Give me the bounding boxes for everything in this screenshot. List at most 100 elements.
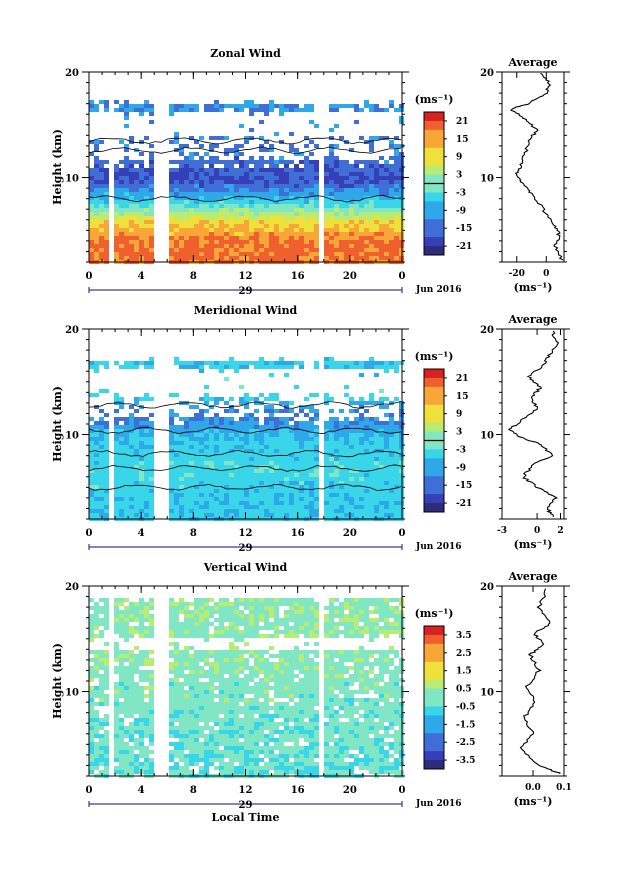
x-tick-label: 8 — [190, 271, 197, 282]
colorbar-segment — [424, 422, 444, 433]
x-tick-label: 8 — [190, 785, 197, 796]
x-tick-label: 20 — [343, 785, 357, 796]
colorbar-tick-label: -15 — [456, 224, 472, 234]
colorbar-tick-label: 3 — [456, 171, 462, 181]
profile-title: Average — [507, 56, 557, 69]
colorbar-tick-label: 3 — [456, 428, 462, 438]
colorbar-segment — [424, 688, 444, 698]
colorbar-tick-label: 15 — [456, 135, 469, 145]
colorbar-tick-label: 9 — [456, 153, 462, 163]
colorbar-segment — [424, 210, 444, 220]
x-tick-label: 8 — [190, 528, 197, 539]
profile-x-tick-label: 2 — [557, 526, 563, 536]
colorbar-segment — [424, 458, 444, 468]
colorbar-tick-label: 9 — [456, 410, 462, 420]
profile-x-tick-label: 0.0 — [525, 783, 541, 793]
colorbar-segment — [424, 670, 444, 681]
colorbar-tick-label: 0.5 — [456, 685, 472, 695]
profile-y-tick-label: 20 — [480, 68, 494, 79]
colorbar-segment — [424, 706, 444, 716]
contour-line — [88, 464, 402, 472]
colorbar-segment — [424, 120, 444, 131]
contour-line — [88, 194, 402, 203]
colorbar-tick-label: -15 — [456, 481, 472, 491]
colorbar-segment — [424, 147, 444, 158]
profile-y-tick-label: 10 — [480, 688, 494, 699]
colorbar-segment — [424, 724, 444, 734]
profile-x-tick-label: 0 — [534, 526, 540, 536]
date-label: Jun 2016 — [415, 799, 462, 809]
colorbar-tick-label: 21 — [456, 374, 469, 384]
x-tick-label: 16 — [291, 785, 305, 796]
colorbar-tick-label: -9 — [456, 463, 466, 473]
x-tick-label: 0 — [86, 271, 93, 282]
x-tick-label: 12 — [239, 785, 253, 796]
colorbar-segment — [424, 697, 444, 707]
profile-y-tick-label: 10 — [480, 431, 494, 442]
colorbar-unit: (ms⁻¹) — [415, 607, 454, 620]
profile-x-label: (ms⁻¹) — [514, 795, 553, 808]
colorbar-segment — [424, 404, 444, 415]
x-tick-label: 0 — [86, 528, 93, 539]
colorbar-tick-label: -0.5 — [456, 702, 475, 712]
colorbar-segment — [424, 183, 444, 193]
x-tick-label: 20 — [343, 528, 357, 539]
x-tick-label: 20 — [343, 271, 357, 282]
date-mark: 29 — [239, 286, 253, 297]
heatmap-field — [89, 598, 404, 778]
x-tick-label: 4 — [138, 785, 145, 796]
profile-x-tick-label: 0.1 — [556, 783, 572, 793]
colorbar-tick-label: -21 — [456, 242, 472, 252]
colorbar-tick-label: -1.5 — [456, 720, 475, 730]
heatmap-field — [88, 357, 404, 521]
colorbar-segment — [424, 413, 444, 424]
date-mark: 29 — [239, 543, 253, 554]
profile-x-tick-label: -20 — [509, 269, 525, 279]
profile-y-tick-label: 10 — [480, 174, 494, 185]
x-tick-label: 12 — [239, 528, 253, 539]
colorbar-frame — [423, 625, 445, 770]
colorbar-tick-label: 3.5 — [456, 631, 472, 641]
colorbar-segment — [424, 742, 444, 752]
colorbar-segment — [424, 156, 444, 167]
colorbar-segment — [424, 634, 444, 645]
colorbar-segment — [424, 503, 444, 513]
x-tick-label: 12 — [239, 271, 253, 282]
colorbar-tick-label: -2.5 — [456, 738, 475, 748]
colorbar-segment — [424, 386, 444, 397]
heatmap-field — [88, 100, 404, 264]
colorbar-segment — [424, 485, 444, 495]
y-axis-label: Height (km) — [51, 129, 64, 205]
colorbar-tick-label: -21 — [456, 499, 472, 509]
colorbar-segment — [424, 165, 444, 176]
profile-x-label: (ms⁻¹) — [514, 281, 553, 294]
y-axis-label: Height (km) — [51, 643, 64, 719]
colorbar-tick-label: -3 — [456, 188, 466, 198]
profile-line — [509, 72, 564, 261]
colorbar-segment — [424, 643, 444, 654]
y-tick-label: 20 — [65, 582, 79, 593]
profile-line — [507, 330, 560, 517]
y-tick-label: 10 — [65, 174, 79, 185]
profile-x-tick-label: -3 — [497, 526, 507, 536]
y-tick-label: 10 — [65, 431, 79, 442]
colorbar-segment — [424, 760, 444, 770]
colorbar-segment — [424, 377, 444, 388]
colorbar-segment — [424, 246, 444, 256]
profile-y-tick-label: 20 — [480, 582, 494, 593]
x-tick-label: 16 — [291, 271, 305, 282]
colorbar-segment — [424, 201, 444, 211]
profile-x-tick-label: 0 — [543, 269, 549, 279]
panel-vertical: Vertical Wind 0 4 8 12 16 20 0 10 20 Height (km) 29… — [51, 561, 572, 824]
colorbar-tick-label: -3 — [456, 445, 466, 455]
colorbar-segment — [424, 112, 444, 122]
colorbar-tick-label: 2.5 — [456, 649, 472, 659]
colorbar-segment — [424, 449, 444, 459]
colorbar-segment — [424, 467, 444, 477]
x-tick-label: 16 — [291, 528, 305, 539]
x-axis-label: Local Time — [212, 811, 280, 824]
colorbar-segment — [424, 129, 444, 140]
y-tick-label: 20 — [65, 68, 79, 79]
